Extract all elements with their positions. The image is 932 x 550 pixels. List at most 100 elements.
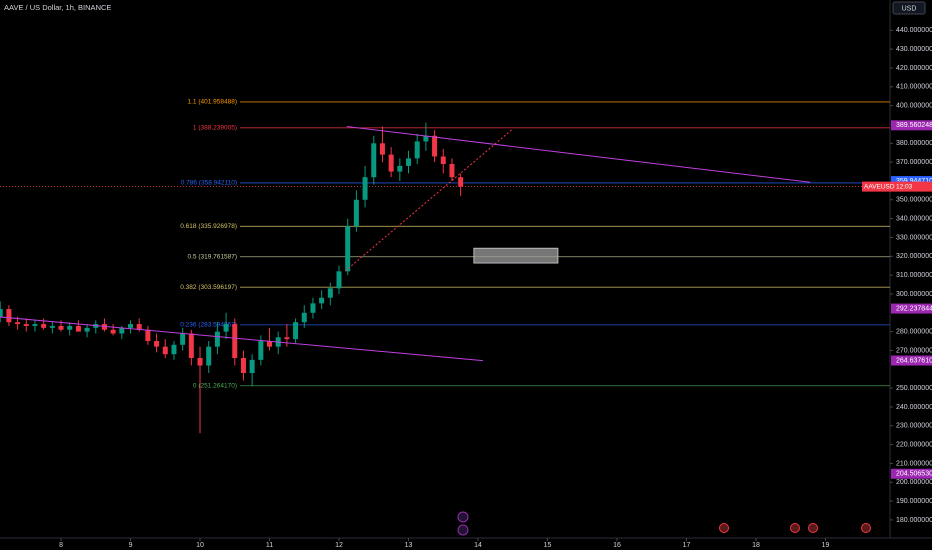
fib-level-label: 1 (388.239005) (193, 125, 237, 132)
y-tick-label: 430.000000 (896, 46, 932, 53)
candle-body (180, 333, 186, 345)
candle-body (128, 324, 134, 328)
y-tick-label: 340.000000 (896, 215, 932, 222)
candle-body (327, 288, 333, 298)
y-tick-label: 310.000000 (896, 272, 932, 279)
candle-body (23, 324, 29, 326)
price-label-box (891, 355, 932, 366)
y-tick-label: 270.000000 (896, 347, 932, 354)
event-icon[interactable] (861, 523, 871, 533)
candle-body (232, 324, 238, 358)
y-tick-label: 190.000000 (896, 498, 932, 505)
y-tick-label: 380.000000 (896, 140, 932, 147)
candle-body (49, 325, 55, 328)
x-tick-label: 9 (129, 542, 133, 549)
fib-level-label: 0.786 (358.942110) (181, 180, 237, 187)
price-label: 389.560248 (896, 122, 932, 129)
candle-body (6, 309, 12, 323)
candle-body (67, 325, 73, 330)
candle-body (214, 331, 220, 347)
y-tick-label: 410.000000 (896, 84, 932, 91)
candle-body (440, 156, 446, 165)
candle-body (449, 164, 455, 178)
y-tick-label: 440.000000 (896, 27, 932, 34)
price-label-box (891, 303, 932, 314)
y-tick-label: 280.000000 (896, 328, 932, 335)
event-icon[interactable] (790, 523, 800, 533)
chart-title: AAVE / US Dollar, 1h, BINANCE (4, 3, 111, 12)
candle-body (145, 329, 151, 342)
x-tick-label: 10 (196, 542, 204, 549)
x-tick-label: 17 (683, 542, 691, 549)
candle-body (301, 312, 307, 323)
event-icon[interactable] (457, 511, 469, 523)
candle-body (75, 325, 81, 332)
candle-body (371, 143, 377, 178)
x-tick-label: 14 (474, 542, 482, 549)
candle-body (119, 327, 125, 334)
trendline (346, 126, 811, 183)
trendline (0, 316, 483, 362)
price-label-box (891, 468, 932, 479)
event-icon[interactable] (457, 524, 469, 536)
candle-body (345, 226, 351, 272)
event-icon[interactable] (808, 523, 818, 533)
y-tick-label: 420.000000 (896, 65, 932, 72)
fib-level-label: 0.382 (303.596197) (180, 284, 237, 291)
x-tick-label: 12 (335, 542, 343, 549)
fib-level-label: 0.236 (283.594963) (180, 322, 237, 329)
candle-body (58, 325, 64, 330)
y-tick-label: 320.000000 (896, 253, 932, 260)
current-price-countdown: 12:03 (896, 183, 913, 190)
candle-body (110, 329, 116, 334)
current-price-box (862, 181, 932, 192)
currency-label[interactable]: USD (902, 5, 917, 12)
y-tick-label: 330.000000 (896, 234, 932, 241)
candle-body (223, 324, 229, 332)
y-tick-label: 370.000000 (896, 159, 932, 166)
candle-body (136, 324, 142, 330)
y-tick-label: 230.000000 (896, 423, 932, 430)
candle-body (293, 322, 299, 340)
candle-body (406, 158, 412, 166)
y-tick-label: 200.000000 (896, 479, 932, 486)
trendline (344, 129, 513, 272)
event-markers (457, 511, 871, 536)
x-tick-label: 16 (613, 542, 621, 549)
price-label: 204.506530 (896, 471, 932, 478)
candle-body (423, 135, 429, 142)
range-box (473, 247, 559, 264)
x-tick-label: 19 (822, 542, 830, 549)
event-icon[interactable] (719, 523, 729, 533)
candle-body (414, 141, 420, 159)
y-tick-label: 220.000000 (896, 441, 932, 448)
fib-level-label: 1.1 (401.958488) (187, 99, 237, 106)
candle-body (267, 341, 273, 347)
fib-level-label: 0.5 (319.761587) (187, 253, 237, 260)
price-label: 264.637610 (896, 357, 932, 364)
currency-button[interactable] (892, 1, 926, 15)
candle-body (101, 324, 107, 330)
candle-body (388, 154, 394, 172)
x-tick-label: 18 (752, 542, 760, 549)
candle-body (41, 324, 47, 328)
candle-body (458, 177, 464, 187)
candle-body (32, 324, 38, 326)
y-tick-label: 210.000000 (896, 460, 932, 467)
candle-body (362, 177, 368, 200)
candle-body (258, 341, 264, 360)
y-tick-label: 240.000000 (896, 404, 932, 411)
y-tick-label: 400.000000 (896, 102, 932, 109)
price-label: 292.237844 (896, 305, 932, 312)
x-tick-label: 8 (59, 542, 63, 549)
candle-body (353, 199, 359, 227)
candle-body (206, 346, 212, 366)
candle-body (319, 297, 325, 304)
candle-body (171, 344, 177, 355)
candle-body (154, 341, 160, 347)
candle-body (197, 357, 203, 366)
candle-body (249, 359, 255, 374)
candle-body (0, 309, 3, 317)
